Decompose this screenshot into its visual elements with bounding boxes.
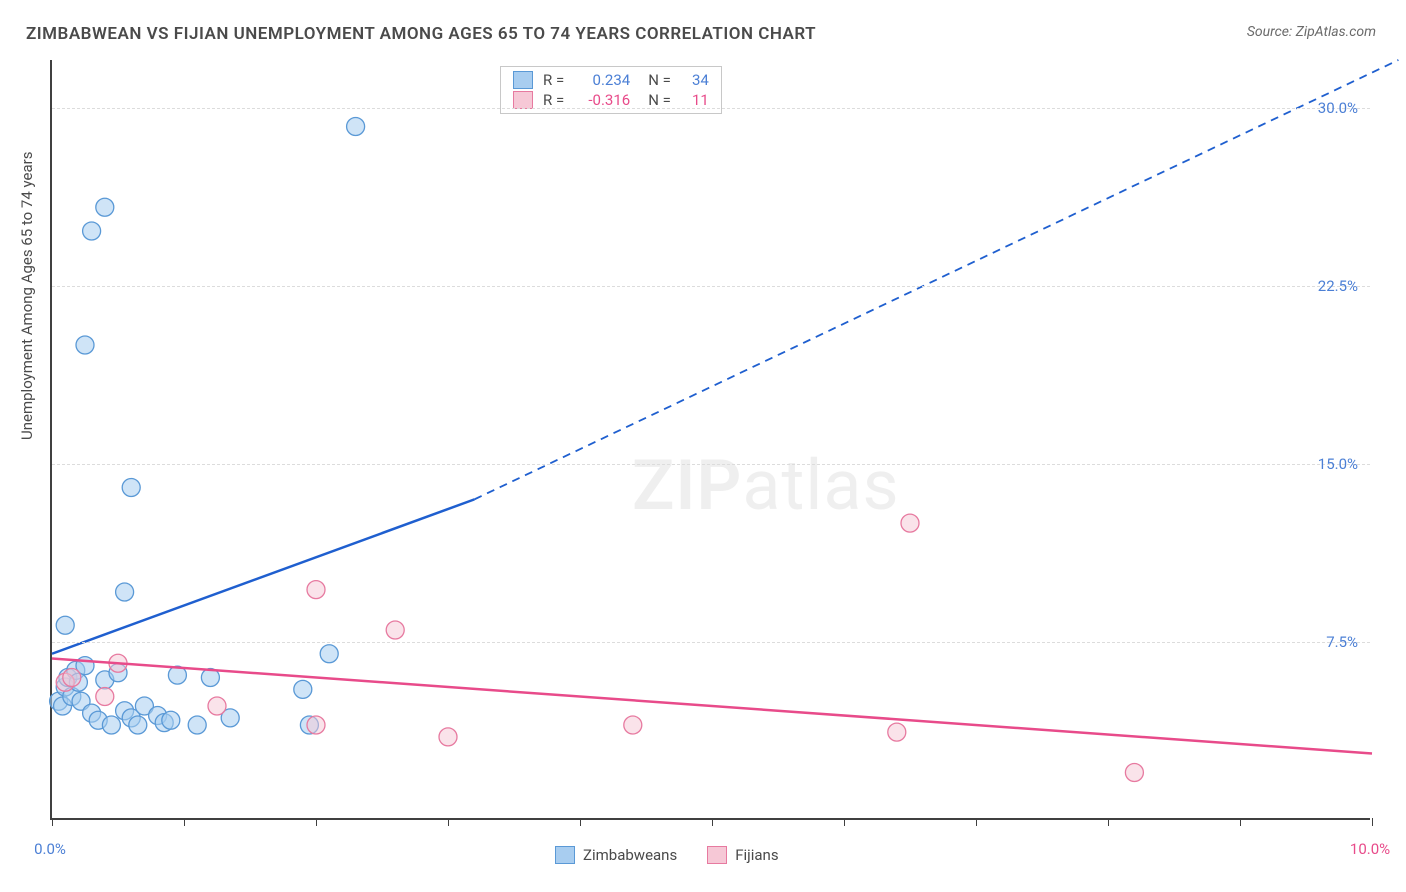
gridline [52, 286, 1370, 287]
r-label: R = [543, 91, 564, 109]
gridline [52, 464, 1370, 465]
data-point [122, 479, 140, 497]
data-point [888, 723, 906, 741]
data-point [56, 616, 74, 634]
r-value: -0.316 [574, 91, 630, 109]
n-label: N = [648, 71, 671, 89]
x-tick [184, 818, 185, 826]
legend-swatch [707, 846, 727, 864]
data-point [188, 716, 206, 734]
x-tick [712, 818, 713, 826]
gridline [52, 108, 1370, 109]
n-label: N = [648, 91, 671, 109]
y-tick-label: 22.5% [1318, 277, 1358, 295]
x-tick [976, 818, 977, 826]
data-point [208, 697, 226, 715]
trend-line-dashed [474, 60, 1398, 499]
data-point [96, 688, 114, 706]
x-tick [52, 818, 53, 826]
plot-area: ZIPatlas R =0.234N =34R =-0.316N =11 7.5… [50, 60, 1370, 820]
data-point [439, 728, 457, 746]
data-point [162, 711, 180, 729]
data-point [347, 118, 365, 136]
x-tick [1108, 818, 1109, 826]
data-point [901, 514, 919, 532]
x-tick-label: 10.0% [1350, 840, 1390, 858]
y-tick-label: 7.5% [1326, 633, 1358, 651]
data-point [294, 680, 312, 698]
legend-item: Zimbabweans [555, 846, 677, 864]
legend-row: R = -0.316 N = 11 [513, 91, 709, 109]
data-point [96, 198, 114, 216]
series-legend: Zimbabweans Fijians [555, 846, 779, 864]
gridline [52, 642, 1370, 643]
y-tick-label: 30.0% [1318, 99, 1358, 117]
source-attribution: Source: ZipAtlas.com [1247, 24, 1376, 40]
x-tick [580, 818, 581, 826]
legend-label: Zimbabweans [583, 846, 677, 864]
x-tick [448, 818, 449, 826]
data-point [63, 669, 81, 687]
n-value: 34 [681, 71, 709, 89]
legend-swatch [555, 846, 575, 864]
chart-svg [52, 60, 1370, 818]
chart-title: ZIMBABWEAN VS FIJIAN UNEMPLOYMENT AMONG … [26, 24, 816, 44]
trend-line [52, 659, 1372, 754]
x-tick [844, 818, 845, 826]
x-tick-label: 0.0% [34, 840, 66, 858]
r-label: R = [543, 71, 564, 89]
x-tick [1372, 818, 1373, 826]
legend-swatch [513, 71, 533, 89]
data-point [307, 716, 325, 734]
data-point [386, 621, 404, 639]
r-value: 0.234 [574, 71, 630, 89]
trend-line [52, 499, 474, 653]
y-tick-label: 15.0% [1318, 455, 1358, 473]
y-axis-label: Unemployment Among Ages 65 to 74 years [18, 152, 36, 440]
x-tick [316, 818, 317, 826]
x-tick [1240, 818, 1241, 826]
data-point [76, 336, 94, 354]
data-point [320, 645, 338, 663]
data-point [102, 716, 120, 734]
data-point [624, 716, 642, 734]
legend-swatch [513, 91, 533, 109]
data-point [116, 583, 134, 601]
data-point [1125, 764, 1143, 782]
data-point [83, 222, 101, 240]
n-value: 11 [681, 91, 709, 109]
legend-label: Fijians [735, 846, 778, 864]
legend-row: R = 0.234 N = 34 [513, 71, 709, 89]
data-point [307, 581, 325, 599]
data-point [129, 716, 147, 734]
legend-item: Fijians [707, 846, 778, 864]
